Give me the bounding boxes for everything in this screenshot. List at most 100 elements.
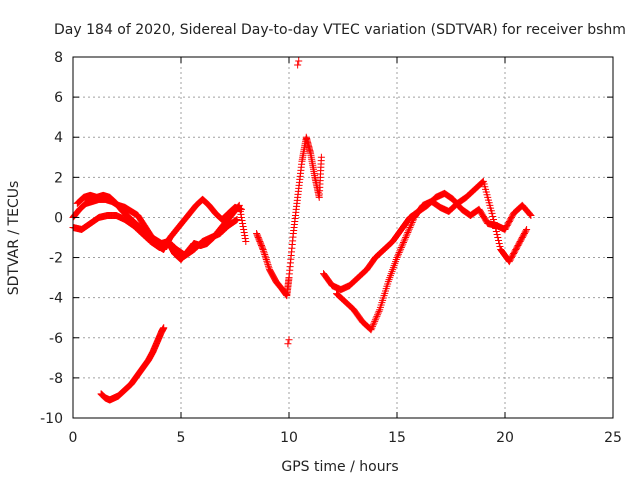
x-tick-label: 20 bbox=[496, 430, 514, 446]
y-tick-label: -4 bbox=[49, 291, 63, 307]
data-point-interp bbox=[395, 249, 403, 257]
data-point-interp bbox=[397, 245, 405, 253]
data-point-interp bbox=[394, 250, 402, 258]
plot-points bbox=[69, 57, 535, 404]
series-group bbox=[320, 189, 535, 294]
axis-ticks bbox=[72, 56, 614, 419]
data-point-interp bbox=[525, 210, 533, 218]
data-point-interp bbox=[399, 240, 407, 248]
outlier-point bbox=[295, 57, 303, 65]
data-point-interp bbox=[405, 225, 413, 233]
x-axis-label: GPS time / hours bbox=[281, 459, 398, 475]
data-point-interp bbox=[490, 218, 498, 226]
data-point bbox=[367, 326, 375, 334]
data-point-interp bbox=[263, 257, 271, 265]
data-point-interp bbox=[489, 215, 497, 223]
data-point-interp bbox=[264, 262, 272, 270]
data-point-interp bbox=[264, 261, 272, 269]
y-tick-label: 6 bbox=[54, 90, 63, 106]
data-point-interp bbox=[370, 319, 378, 327]
data-point-interp bbox=[241, 231, 249, 239]
data-point-interp bbox=[492, 224, 500, 232]
data-point-interp bbox=[399, 239, 407, 247]
data-point-interp bbox=[493, 230, 501, 238]
data-point-interp bbox=[526, 211, 534, 219]
outlier-point bbox=[284, 340, 292, 348]
data-point-interp bbox=[260, 247, 268, 255]
data-point-interp bbox=[261, 252, 269, 260]
x-tick-label: 10 bbox=[280, 430, 298, 446]
data-point-interp bbox=[394, 252, 402, 260]
y-tick-label: 0 bbox=[54, 210, 63, 226]
chart-title: Day 184 of 2020, Sidereal Day-to-day VTE… bbox=[54, 22, 626, 38]
data-point-interp bbox=[372, 314, 380, 322]
data-point-interp bbox=[374, 309, 382, 317]
series-group bbox=[333, 177, 531, 334]
x-tick-label: 15 bbox=[388, 430, 406, 446]
data-point bbox=[523, 225, 531, 233]
data-point bbox=[233, 215, 241, 223]
y-tick-label: 2 bbox=[54, 170, 63, 186]
data-point bbox=[160, 324, 168, 332]
data-point bbox=[235, 201, 243, 209]
data-point-interp bbox=[262, 254, 270, 262]
plot-frame bbox=[72, 56, 614, 419]
data-point-interp bbox=[397, 244, 405, 252]
data-point bbox=[402, 234, 410, 241]
data-point-interp bbox=[494, 234, 502, 241]
data-point-interp bbox=[259, 244, 267, 252]
data-point-interp bbox=[263, 259, 271, 267]
data-point-interp bbox=[240, 225, 248, 233]
x-tick-labels: 0 5 10 15 20 25 bbox=[69, 430, 622, 446]
data-point-interp bbox=[402, 232, 410, 240]
data-point-interp bbox=[371, 316, 379, 324]
data-point-interp bbox=[373, 312, 381, 320]
data-point bbox=[488, 209, 496, 217]
data-point-interp bbox=[495, 237, 503, 245]
series-group bbox=[97, 324, 168, 404]
data-point-interp bbox=[232, 216, 240, 224]
y-tick-labels: -10 -8 -6 -4 -2 0 2 4 6 8 bbox=[40, 50, 63, 427]
data-point-interp bbox=[404, 228, 412, 236]
data-point-interp bbox=[409, 217, 417, 225]
data-point bbox=[259, 246, 267, 254]
y-tick-label: -10 bbox=[40, 411, 63, 427]
data-point-interp bbox=[403, 230, 411, 238]
data-point-interp bbox=[495, 240, 503, 248]
data-point-interp bbox=[369, 322, 377, 330]
data-point-interp bbox=[368, 324, 376, 332]
data-point bbox=[393, 254, 401, 262]
data-point-interp bbox=[407, 222, 415, 230]
x-tick-label: 5 bbox=[177, 430, 186, 446]
data-point-interp bbox=[261, 251, 269, 259]
data-point-interp bbox=[239, 219, 247, 227]
data-point-interp bbox=[489, 212, 497, 220]
data-point bbox=[317, 153, 325, 161]
outlier-point bbox=[294, 61, 302, 69]
data-point-interp bbox=[496, 243, 504, 251]
data-point-interp bbox=[398, 242, 406, 250]
data-point-interp bbox=[239, 222, 247, 230]
data-point-interp bbox=[238, 216, 246, 224]
data-point-interp bbox=[241, 235, 249, 243]
data-point-interp bbox=[234, 203, 242, 211]
data-point-interp bbox=[405, 227, 413, 235]
grid-lines bbox=[73, 57, 613, 418]
data-point-interp bbox=[400, 237, 408, 245]
y-tick-label: 4 bbox=[54, 130, 63, 146]
y-tick-label: -2 bbox=[49, 251, 63, 267]
data-point-interp bbox=[371, 317, 379, 325]
data-point-interp bbox=[369, 321, 377, 329]
data-point-interp bbox=[237, 210, 245, 218]
x-tick-label: 25 bbox=[604, 430, 622, 446]
data-point-interp bbox=[237, 213, 245, 221]
data-point-interp bbox=[240, 228, 248, 236]
data-point-interp bbox=[236, 207, 244, 215]
data-point-interp bbox=[236, 204, 244, 212]
data-point-interp bbox=[396, 247, 404, 255]
data-point-interp bbox=[491, 221, 499, 229]
data-point bbox=[242, 238, 250, 246]
series-group bbox=[73, 191, 250, 264]
data-point-interp bbox=[232, 216, 240, 224]
